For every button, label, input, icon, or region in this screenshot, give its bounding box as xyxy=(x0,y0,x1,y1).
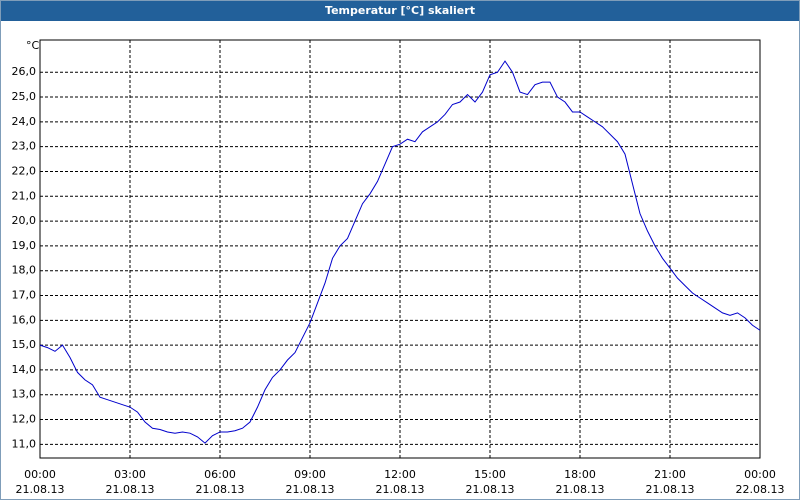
y-tick-label: 17,0 xyxy=(12,289,37,302)
y-tick-label: 22,0 xyxy=(12,164,37,177)
y-tick-label: 13,0 xyxy=(12,388,37,401)
x-tick-date: 21.08.13 xyxy=(466,483,515,496)
y-tick-label: 25,0 xyxy=(12,90,37,103)
y-tick-label: 15,0 xyxy=(12,338,37,351)
x-tick-label: 06:00 xyxy=(204,468,236,481)
y-tick-label: 19,0 xyxy=(12,239,37,252)
x-tick-date: 21.08.13 xyxy=(646,483,695,496)
x-tick-label: 18:00 xyxy=(564,468,596,481)
title-bar: Temperatur [°C] skaliert xyxy=(1,1,799,21)
y-tick-label: 21,0 xyxy=(12,189,37,202)
plot-border xyxy=(39,39,761,459)
x-tick-label: 00:00 xyxy=(24,468,56,481)
x-tick-date: 21.08.13 xyxy=(556,483,605,496)
x-tick-label: 12:00 xyxy=(384,468,416,481)
x-tick-date: 21.08.13 xyxy=(106,483,155,496)
y-tick-label: 23,0 xyxy=(12,140,37,153)
line xyxy=(39,60,761,444)
x-tick-label: 00:00 xyxy=(744,468,776,481)
x-tick-label: 21:00 xyxy=(654,468,686,481)
x-tick-date: 21.08.13 xyxy=(286,483,335,496)
y-tick-label: 12,0 xyxy=(12,413,37,426)
x-tick-date: 21.08.13 xyxy=(16,483,65,496)
x-tick-label: 15:00 xyxy=(474,468,506,481)
y-tick-label: 14,0 xyxy=(12,363,37,376)
x-tick-date: 22.08.13 xyxy=(736,483,785,496)
y-tick-label: 26,0 xyxy=(12,65,37,78)
x-tick-label: 03:00 xyxy=(114,468,146,481)
x-tick-label: 09:00 xyxy=(294,468,326,481)
x-tick-date: 21.08.13 xyxy=(196,483,245,496)
x-tick-date: 21.08.13 xyxy=(376,483,425,496)
y-tick-label: 11,0 xyxy=(12,437,37,450)
y-tick-label: 24,0 xyxy=(12,115,37,128)
y-tick-label: 20,0 xyxy=(12,214,37,227)
y-tick-label: 18,0 xyxy=(12,264,37,277)
y-tick-label: 16,0 xyxy=(12,313,37,326)
y-axis-label: °C xyxy=(26,39,40,52)
